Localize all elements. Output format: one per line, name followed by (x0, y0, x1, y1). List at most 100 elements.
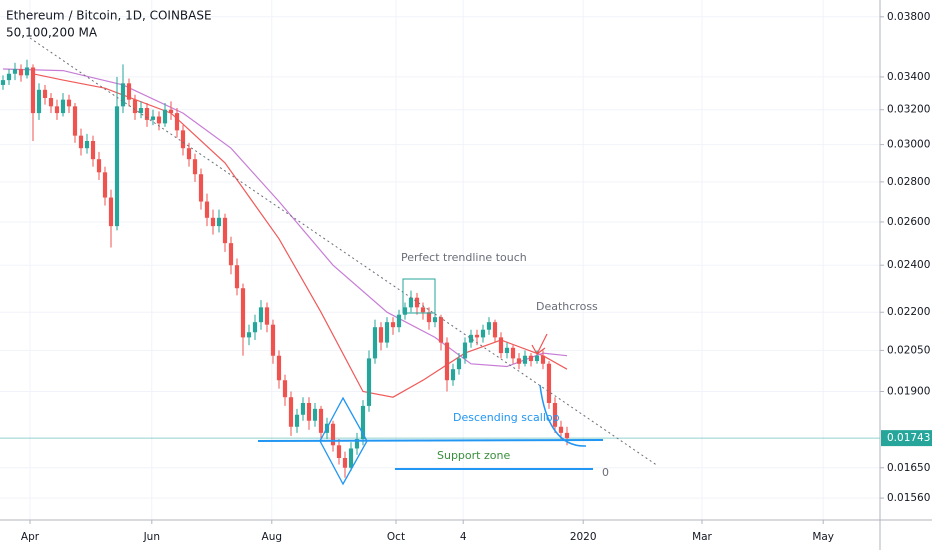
candle-body (144, 108, 150, 120)
candle-body (336, 445, 342, 459)
candle-body (438, 317, 444, 343)
x-tick-label: Oct (387, 531, 405, 543)
axes: 0.03800 0.03400 0.03200 0.03000 0.02800 0.026… (21, 11, 932, 543)
x-tick-label: Aug (262, 531, 283, 543)
candle-body (42, 89, 48, 99)
candle-body (204, 201, 210, 218)
candle-body (426, 312, 432, 323)
candle-body (180, 130, 186, 149)
candle-body (6, 73, 12, 81)
y-tick-label: 0.01900 (887, 385, 930, 397)
candle-body (384, 322, 390, 343)
candle-body (468, 334, 474, 343)
candle-body (552, 402, 558, 427)
y-tick-label: 0.01560 (887, 492, 930, 504)
candle-body (498, 337, 504, 354)
candle-body (216, 217, 222, 227)
candle-body (474, 334, 480, 338)
candle-body (114, 106, 120, 227)
candle-body (126, 83, 132, 100)
candle-body (312, 408, 318, 421)
candle-body (168, 109, 174, 114)
candle-body (402, 307, 408, 315)
candle-body (390, 322, 396, 328)
arrow-shaft (536, 333, 548, 355)
candle-body (366, 358, 372, 406)
annotation: 0 (602, 466, 609, 479)
candle-body (504, 347, 510, 354)
candle-body (534, 355, 540, 362)
last-price-box (881, 430, 932, 447)
candle-body (480, 329, 486, 338)
candle-body (462, 342, 468, 359)
trendline (29, 37, 659, 467)
candle-body (60, 99, 66, 114)
candle-body (516, 358, 522, 364)
last-price-label: 0.01743 (887, 432, 930, 444)
candle-body (354, 439, 360, 449)
candle-body (372, 327, 378, 359)
candle-body (36, 89, 42, 114)
candle-body (12, 69, 18, 74)
candle-body (0, 80, 6, 85)
candle-body (234, 265, 240, 289)
y-tick-label: 0.02400 (887, 259, 930, 271)
candle-body (318, 408, 324, 433)
candle-body (162, 109, 168, 124)
candle-body (192, 159, 198, 175)
candle-body (222, 217, 228, 244)
candle-body (348, 448, 354, 468)
candle-body (288, 397, 294, 427)
x-tick-label: Mar (692, 531, 712, 543)
annotation: Support zone (437, 449, 510, 462)
annotation: Perfect trendline touch (401, 251, 527, 264)
candle-body (540, 355, 546, 364)
candle-body (240, 288, 246, 338)
candle-body (24, 67, 30, 76)
candle-body (246, 332, 252, 338)
candle-body (228, 243, 234, 266)
candle-body (48, 98, 54, 107)
candle-body (78, 135, 84, 149)
x-tick-label: May (812, 531, 834, 543)
y-tick-label: 0.03800 (887, 11, 930, 23)
x-tick-label: 4 (460, 531, 467, 543)
candle-body (444, 342, 450, 381)
candle-body (174, 113, 180, 131)
candle-body (54, 106, 60, 114)
y-tick-label: 0.02600 (887, 216, 930, 228)
candle-body (306, 402, 312, 421)
y-tick-label: 0.01650 (887, 462, 930, 474)
candle-body (132, 99, 138, 114)
diamond (319, 396, 368, 486)
candle-body (270, 324, 276, 356)
arrow-head (531, 344, 546, 355)
candle-body (90, 140, 96, 160)
candle-body (378, 327, 384, 343)
annotation: Deathcross (536, 300, 598, 313)
y-tick-label: 0.02050 (887, 344, 930, 356)
candle-body (252, 322, 258, 333)
x-tick-label: 2020 (570, 531, 597, 543)
candle-body (360, 405, 366, 440)
candle-body (546, 363, 552, 403)
candle-body (408, 297, 414, 308)
scallop-curve (539, 384, 587, 447)
candle-body (330, 423, 336, 446)
candle-body (492, 322, 498, 338)
candle-body (210, 217, 216, 227)
candle-body (84, 140, 90, 149)
y-tick-label: 0.02800 (887, 176, 930, 188)
candle-body (300, 402, 306, 415)
y-tick-label: 0.02200 (887, 306, 930, 318)
candle-body (30, 67, 36, 114)
candle-body (414, 297, 420, 308)
candle-body (558, 426, 564, 433)
y-tick-label: 0.03000 (887, 139, 930, 151)
candle-body (486, 322, 492, 330)
candle-body (450, 369, 456, 381)
chart-title: Ethereum / Bitcoin, 1D, COINBASE (6, 9, 212, 23)
candle-body (294, 414, 300, 427)
